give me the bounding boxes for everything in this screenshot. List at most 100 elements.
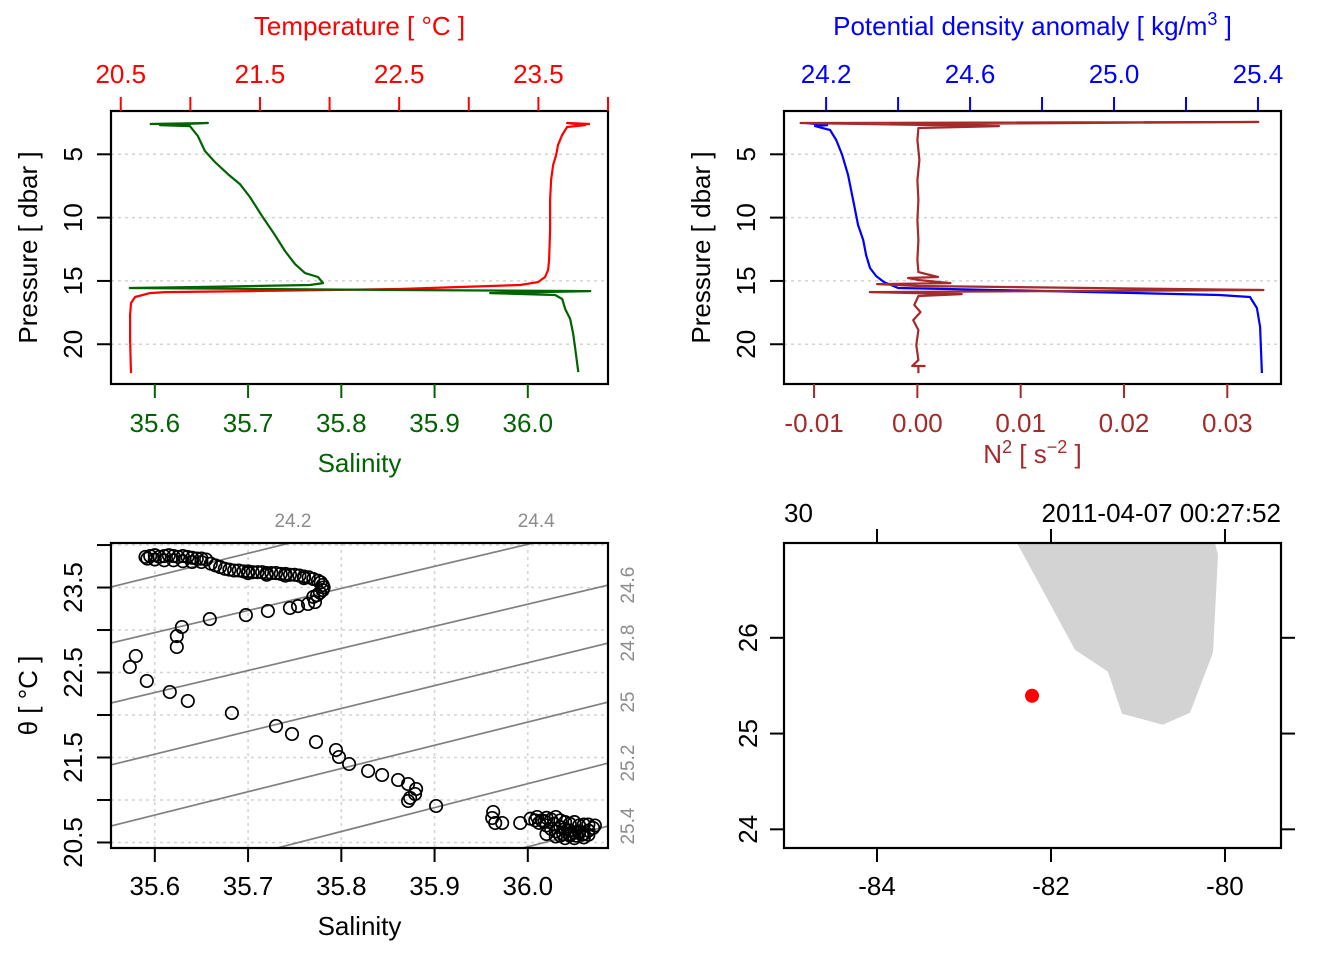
axis-title-text: Temperature [ °C ] — [254, 11, 465, 41]
ts-point — [401, 776, 416, 792]
isopycnal-line — [111, 543, 294, 588]
axis-title-text: N — [983, 439, 1002, 469]
ts-point — [227, 563, 242, 578]
ts-point — [138, 549, 153, 564]
top-axis-tick-label: 21.5 — [235, 59, 286, 89]
isopycnal-label: 24.8 — [618, 625, 639, 662]
ts-point — [128, 648, 143, 664]
bottom-axis-title: Salinity — [318, 911, 402, 941]
bottom-axis-tick-label: 35.6 — [130, 871, 181, 901]
left-axis-tick-label: 15 — [58, 266, 88, 295]
map-top-left-text: 30 — [784, 498, 813, 528]
ts-point — [488, 815, 503, 831]
ts-point — [222, 562, 237, 577]
bottom-axis-tick-label: 35.9 — [409, 871, 460, 901]
ts-point — [202, 612, 217, 627]
left-axis-tick-label: 24 — [733, 815, 763, 844]
panel-ts-diagram: 24.2 24.4 24.6 24.8 25 25.2 25.4 35.6 35.7 35.8 35… — [13, 511, 639, 941]
isopycnal-line — [273, 762, 608, 848]
ts-point — [328, 742, 344, 758]
ts-point — [166, 553, 181, 568]
ts-point — [175, 554, 190, 569]
ts-point — [287, 567, 302, 582]
ts-point — [147, 552, 162, 567]
ts-point — [429, 798, 444, 814]
ts-point — [268, 566, 284, 581]
plot-frame — [782, 541, 1283, 850]
ts-point — [531, 815, 547, 830]
left-axis-title: Pressure [ dbar ] — [13, 151, 43, 343]
axis-title-text: Salinity — [318, 911, 402, 941]
axis-title-superscript: 2 — [1002, 437, 1012, 457]
ts-point — [282, 567, 298, 582]
top-axis-title: Potential density anomaly [ kg/m3 ] — [833, 9, 1232, 41]
isopycnal-label: 25.4 — [618, 807, 639, 844]
left-axis-tick-label: 25 — [733, 719, 763, 748]
left-axis-title: Pressure [ dbar ] — [686, 151, 716, 343]
isopycnal-line — [111, 701, 608, 827]
ts-point — [180, 693, 195, 709]
ts-point — [296, 571, 312, 586]
ts-point — [238, 608, 253, 623]
isopycnal-label: 24.6 — [618, 567, 639, 604]
longitude-tick-label: -84 — [858, 871, 896, 901]
left-axis-tick-label: 5 — [58, 147, 88, 161]
ts-point — [290, 599, 306, 614]
potential-density-anomaly-profile-line — [805, 121, 1263, 374]
left-axis-tick-label: 15 — [731, 266, 761, 295]
ts-point — [224, 705, 239, 721]
ts-point — [282, 600, 297, 616]
isopycnal-label: 24.2 — [274, 511, 311, 532]
bottom-axis-tick-label: 35.6 — [130, 408, 181, 438]
ts-point — [259, 567, 274, 582]
station-timestamp: 2011-04-07 00:27:52 — [1042, 498, 1282, 528]
ts-point — [157, 553, 172, 568]
ts-point — [260, 603, 275, 619]
left-axis-tick-label: 23.5 — [58, 562, 88, 613]
left-axis-tick-label: 20 — [731, 330, 761, 359]
bottom-axis-tick-label: 36.0 — [503, 408, 554, 438]
left-axis-tick-label: 10 — [731, 203, 761, 232]
ts-point — [375, 767, 390, 783]
ts-point — [586, 820, 601, 836]
bottom-axis-tick-label: 0.00 — [892, 408, 943, 438]
bottom-axis-tick-label: 35.9 — [409, 408, 460, 438]
plot-frame — [109, 541, 610, 850]
left-axis-tick-label: 21.5 — [58, 732, 88, 783]
isopycnal-label: 25 — [618, 692, 639, 713]
axis-title-superscript: 3 — [1207, 9, 1217, 29]
bottom-axis-tick-label: 0.02 — [1099, 408, 1150, 438]
plot-frame — [782, 109, 1283, 386]
top-axis-tick-label: 24.6 — [945, 59, 996, 89]
left-axis-tick-label: 20.5 — [58, 817, 88, 868]
ts-point — [231, 563, 246, 578]
panel-station-map: -84 -82 -80 24 25 26 30 2011-04-07 00:27:52 — [733, 498, 1295, 901]
top-axis-tick-label: 25.0 — [1089, 59, 1140, 89]
ts-point — [553, 828, 568, 843]
ts-point — [140, 551, 155, 566]
ts-point — [308, 734, 324, 750]
left-axis-title: θ [ °C ] — [13, 656, 43, 736]
ts-point — [162, 684, 177, 700]
axis-title-text: [ s — [1012, 439, 1047, 469]
axis-title-superscript: −2 — [1047, 437, 1068, 457]
top-axis-title: Temperature [ °C ] — [254, 11, 465, 41]
ts-point — [403, 790, 418, 805]
bottom-axis-tick-label: 35.7 — [223, 871, 274, 901]
axis-title-text: Salinity — [318, 448, 402, 478]
isopycnal-line — [111, 584, 608, 704]
top-axis-tick-label: 22.5 — [374, 59, 425, 89]
isopycnal-label: 24.4 — [518, 511, 555, 532]
top-axis-tick-label: 24.2 — [801, 59, 852, 89]
ts-point — [284, 726, 300, 742]
ts-point — [278, 568, 293, 583]
ts-point — [306, 589, 321, 604]
longitude-tick-label: -80 — [1206, 871, 1244, 901]
axis-title-text: Pressure [ dbar ] — [13, 151, 43, 343]
bottom-axis-tick-label: 36.0 — [503, 871, 554, 901]
ts-point — [361, 763, 376, 779]
ts-point — [185, 554, 200, 570]
left-axis-tick-label: 5 — [731, 147, 761, 161]
bottom-axis-tick-label: 35.8 — [316, 408, 367, 438]
n2-profile-line — [799, 120, 1265, 374]
